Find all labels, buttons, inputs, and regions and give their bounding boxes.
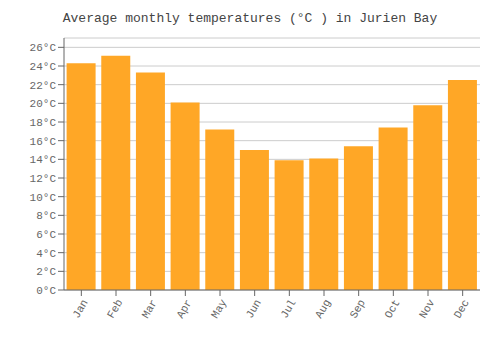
- svg-text:10°C: 10°C: [30, 192, 57, 204]
- svg-text:Feb: Feb: [105, 297, 125, 320]
- svg-text:Jan: Jan: [70, 297, 90, 320]
- svg-text:Jun: Jun: [244, 297, 264, 320]
- svg-text:18°C: 18°C: [30, 117, 57, 129]
- svg-text:Mar: Mar: [140, 297, 160, 320]
- svg-text:Jul: Jul: [278, 297, 298, 320]
- svg-text:Dec: Dec: [452, 297, 472, 320]
- svg-text:0°C: 0°C: [36, 285, 56, 297]
- svg-text:Nov: Nov: [417, 297, 437, 320]
- svg-text:16°C: 16°C: [30, 136, 57, 148]
- svg-text:May: May: [209, 297, 229, 320]
- svg-text:26°C: 26°C: [30, 42, 57, 54]
- svg-text:4°C: 4°C: [36, 248, 56, 260]
- html-text:Average monthly temperatures (: Average monthly temperatures (°C ) in Ju…: [62, 11, 438, 26]
- svg-text:Aug: Aug: [313, 297, 333, 320]
- svg-text:12°C: 12°C: [30, 173, 57, 185]
- svg-text:24°C: 24°C: [30, 61, 57, 73]
- svg-text:Sep: Sep: [348, 297, 368, 320]
- svg-text:Oct: Oct: [382, 297, 402, 320]
- svg-text:22°C: 22°C: [30, 80, 57, 92]
- svg-text:2°C: 2°C: [36, 266, 56, 278]
- svg-text:20°C: 20°C: [30, 98, 57, 110]
- svg-text:6°C: 6°C: [36, 229, 56, 241]
- svg-text:Apr: Apr: [174, 297, 194, 320]
- svg-text:8°C: 8°C: [36, 210, 56, 222]
- svg-text:14°C: 14°C: [30, 154, 57, 166]
